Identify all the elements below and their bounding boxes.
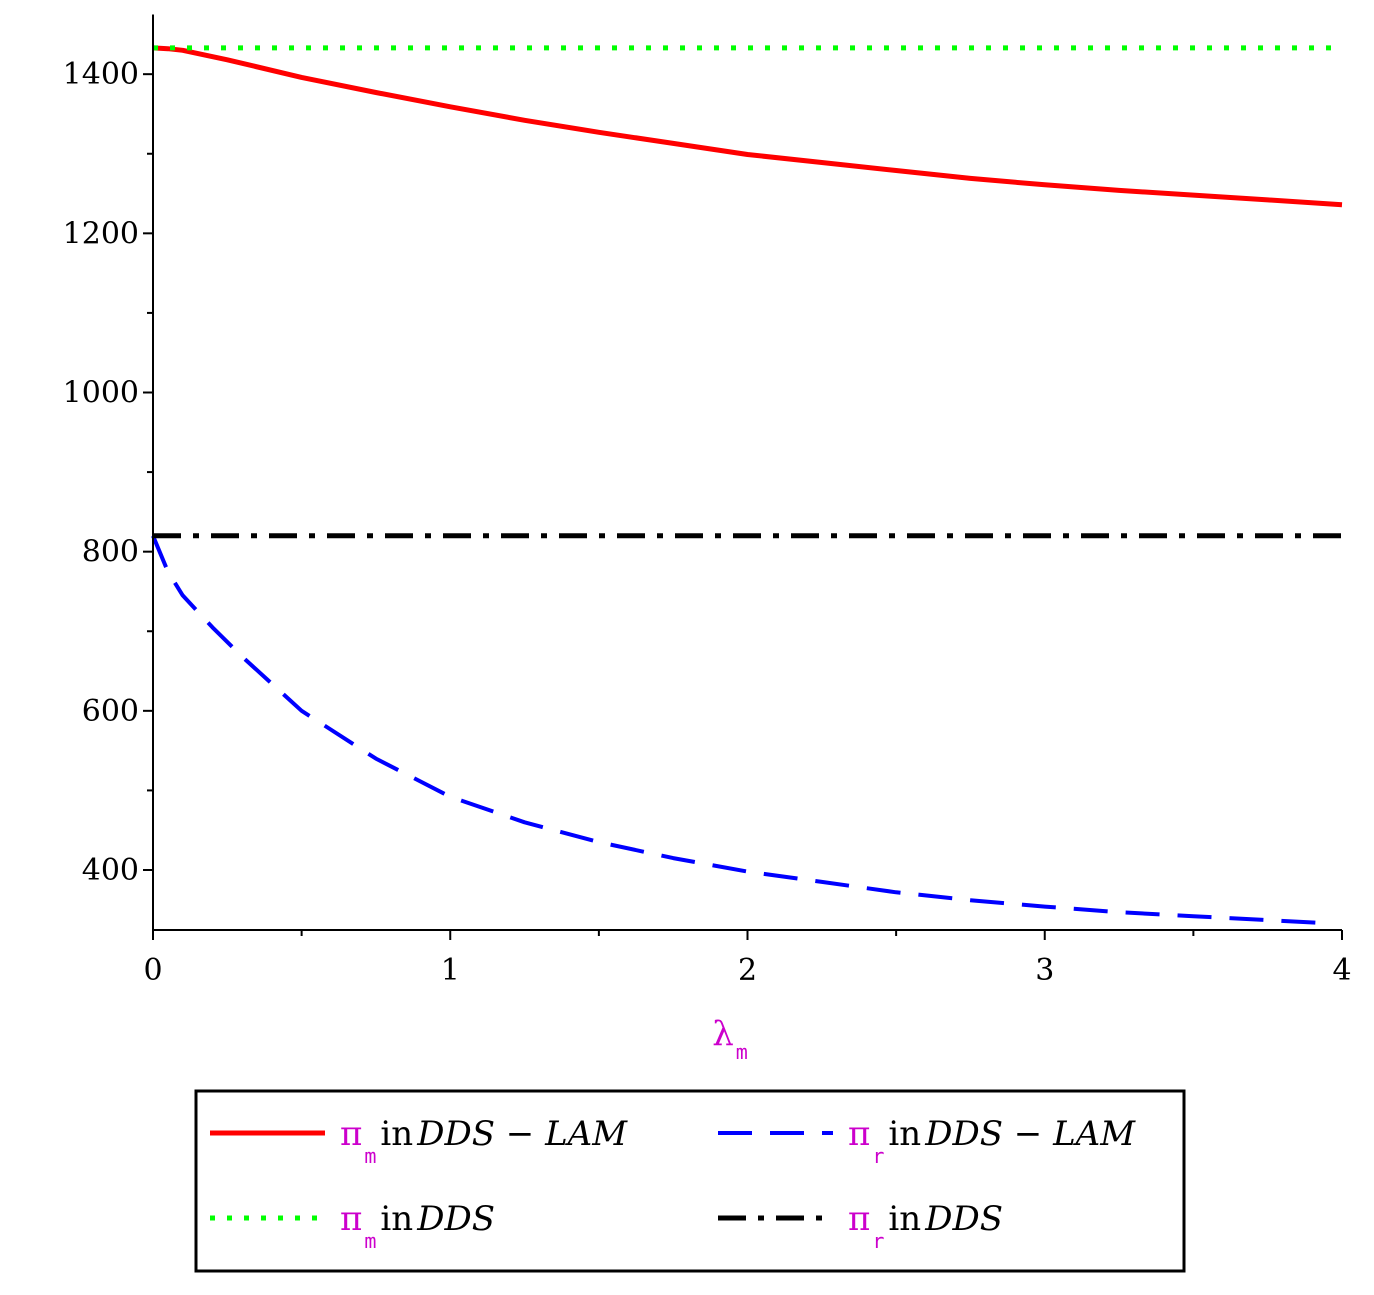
y-tick-label: 600 — [82, 694, 139, 729]
legend-model: DDS — [416, 1199, 495, 1239]
legend-word: in — [888, 1114, 921, 1154]
legend-label-pi_m_dds_lam: πmin DDS − LAM — [340, 1114, 628, 1168]
legend-model: DDS − LAM — [924, 1114, 1136, 1154]
x-tick-label: 4 — [1332, 953, 1351, 988]
x-tick-label: 0 — [143, 953, 162, 988]
legend-label-pi_m_dds: πmin DDS — [340, 1199, 495, 1253]
y-tick-label: 400 — [82, 853, 139, 888]
legend-symbol: π — [340, 1199, 362, 1239]
y-tick-label: 1200 — [63, 216, 139, 251]
legend-word: in — [888, 1199, 921, 1239]
y-tick-label: 800 — [82, 535, 139, 570]
x-tick-label: 2 — [738, 953, 757, 988]
series-line-pi_m_dds_lam — [152, 45, 1343, 208]
legend-word: in — [380, 1199, 413, 1239]
legend-word: in — [380, 1114, 413, 1154]
x-axis-label-subscript: m — [736, 1040, 748, 1064]
x-tick-label: 1 — [441, 953, 460, 988]
legend-model: DDS − LAM — [416, 1114, 628, 1154]
legend-label-pi_r_dds: πrin DDS — [848, 1199, 1003, 1253]
legend-label-pi_r_dds_lam: πrin DDS − LAM — [848, 1114, 1136, 1168]
legend-box — [194, 1089, 1186, 1273]
legend-symbol: π — [848, 1199, 870, 1239]
legend-model: DDS — [924, 1199, 1003, 1239]
x-tick-label: 3 — [1035, 953, 1054, 988]
axes: 400 600 800 1000 1200 1400 0 1 2 3 4 — [63, 14, 1352, 988]
legend-symbol: π — [848, 1114, 870, 1154]
x-axis-label-symbol: λ — [712, 1014, 734, 1054]
legend-subscript: r — [872, 1229, 884, 1253]
legend-subscript: r — [872, 1144, 884, 1168]
legend-subscript: m — [364, 1144, 376, 1168]
legend-symbol: π — [340, 1114, 362, 1154]
series-line-pi_r_dds_lam — [151, 535, 1328, 926]
legend-subscript: m — [364, 1229, 376, 1253]
y-tick-label: 1400 — [63, 57, 139, 92]
series-layer — [151, 45, 1343, 926]
y-tick-label: 1000 — [63, 376, 139, 411]
